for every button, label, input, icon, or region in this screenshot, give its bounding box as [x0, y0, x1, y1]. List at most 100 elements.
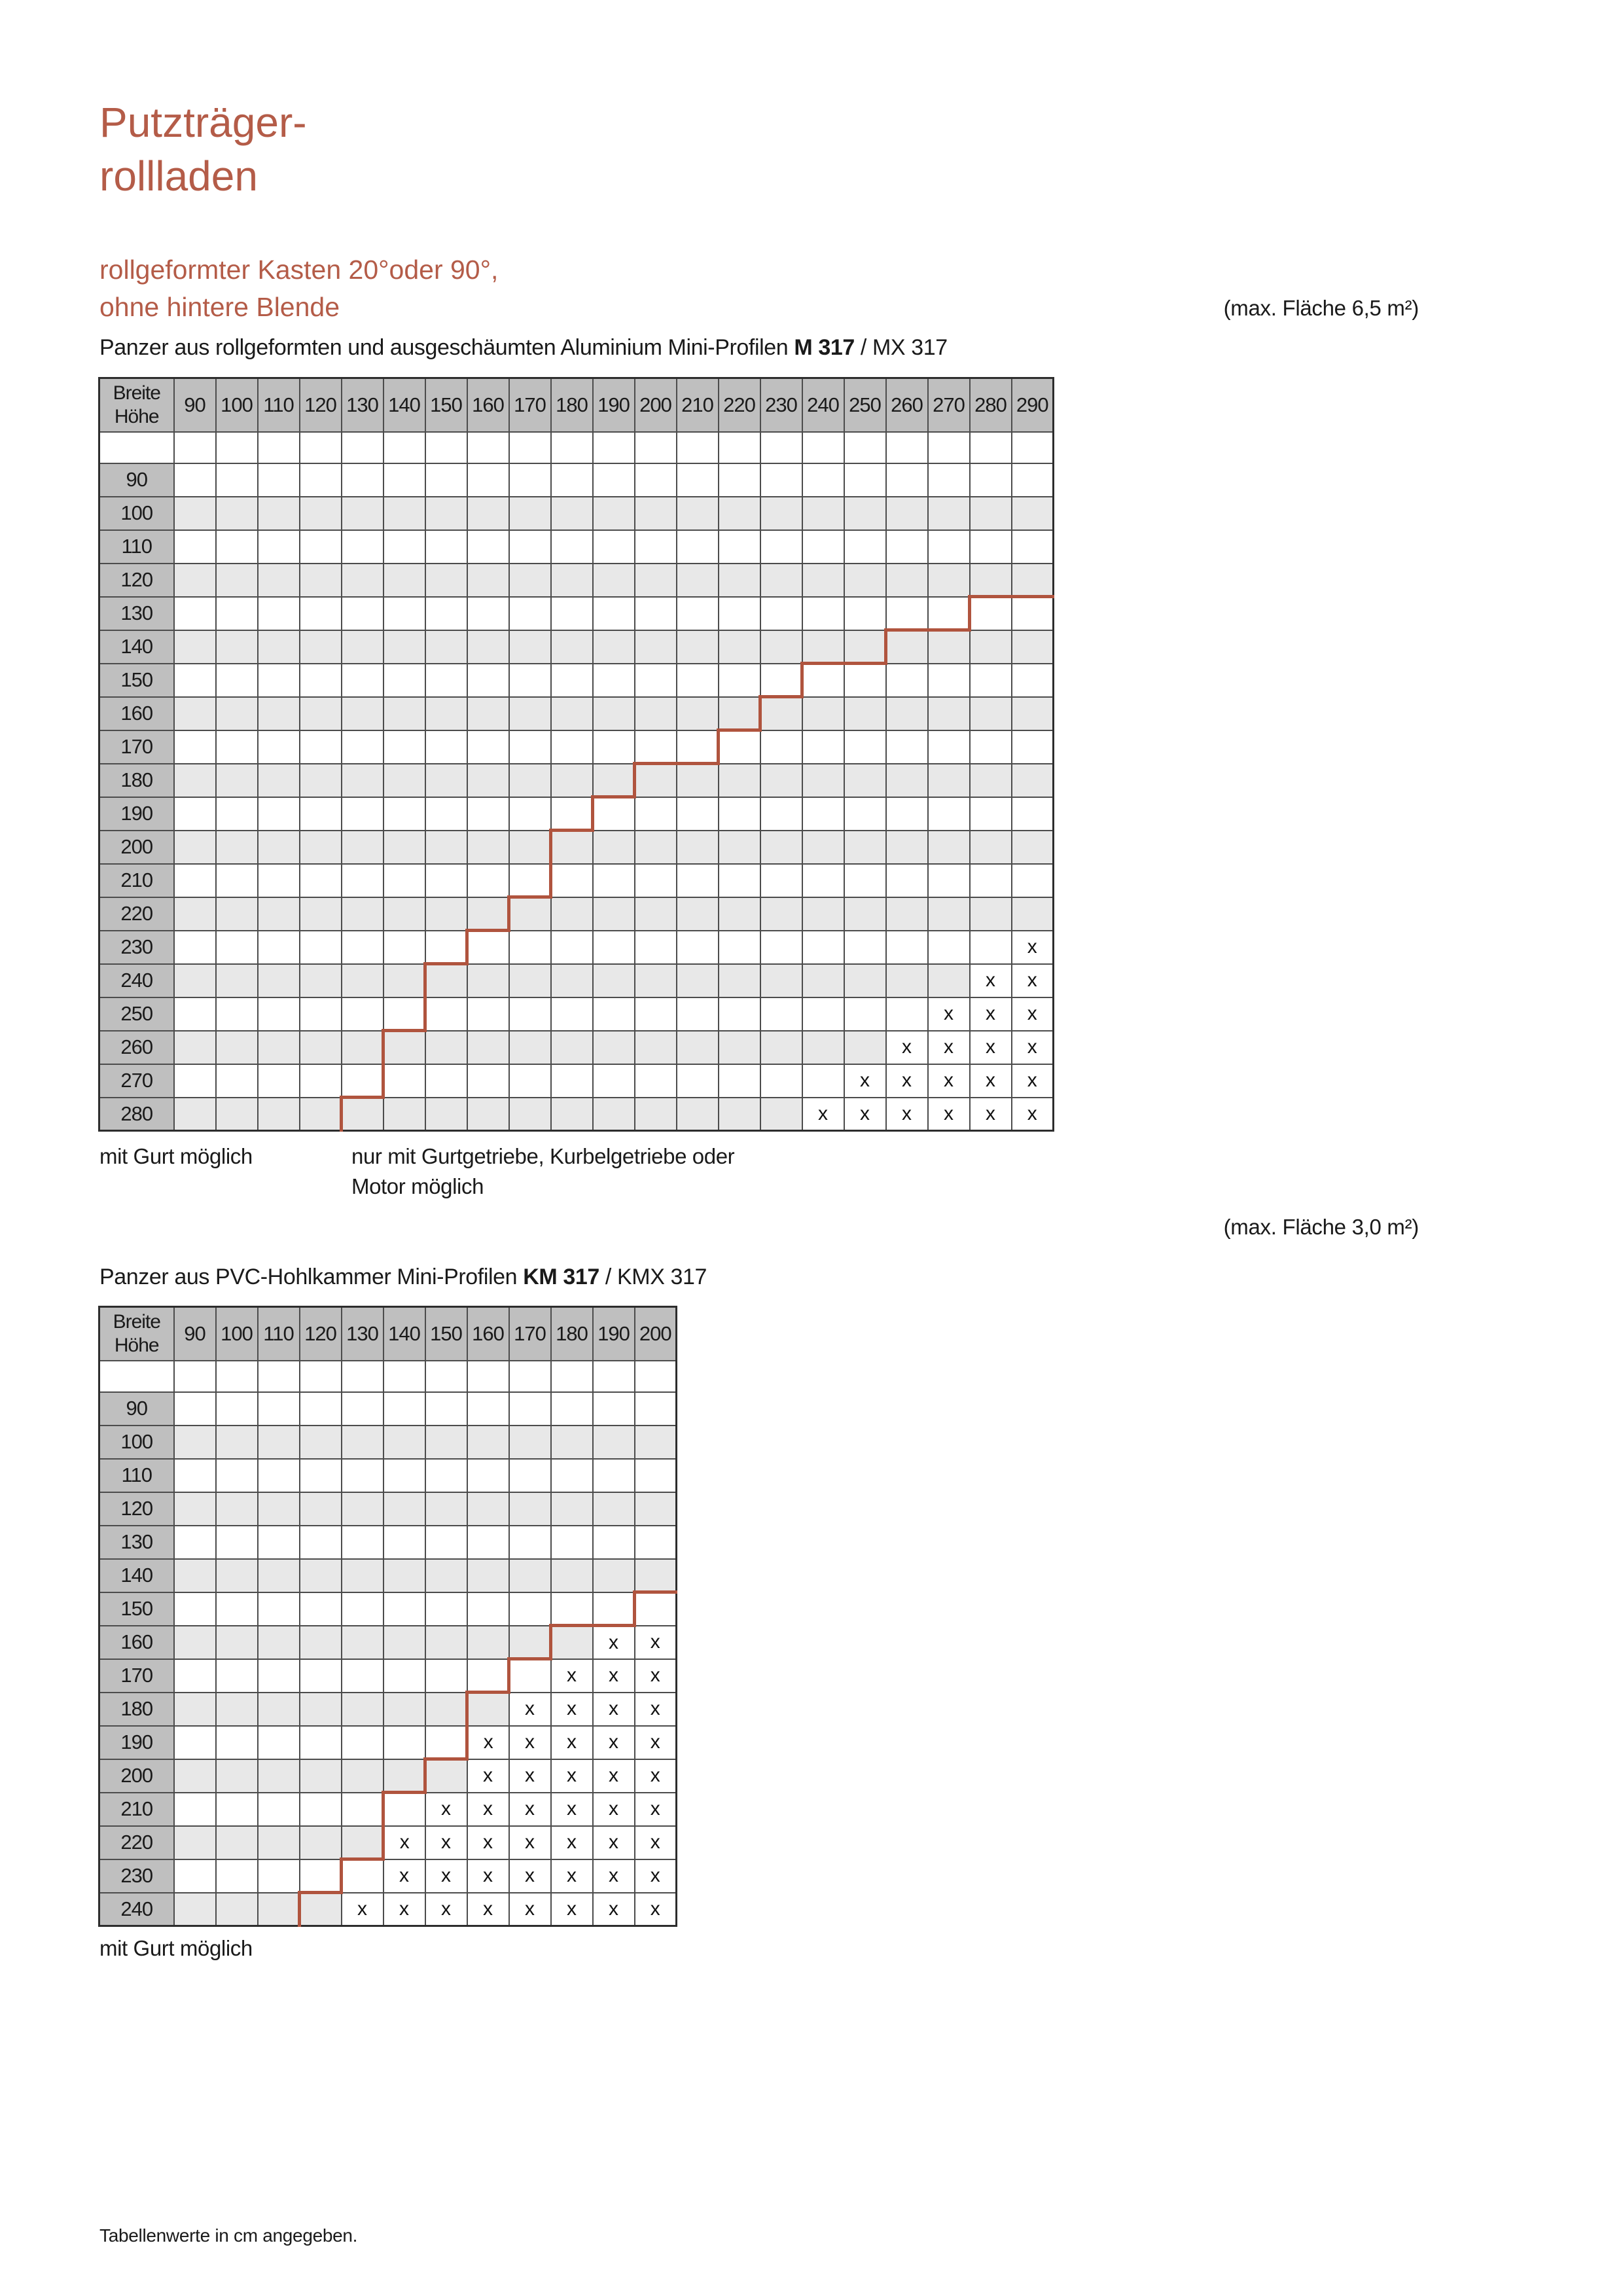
- col-header: 190: [592, 377, 635, 433]
- spacer-cell: [592, 431, 635, 464]
- size-cell: [592, 762, 635, 798]
- size-cell: [173, 729, 217, 764]
- row-header: 210: [98, 863, 175, 898]
- size-cell: [423, 962, 468, 998]
- size-cell: [592, 1424, 635, 1460]
- max-area-note-aluminium: (max. Fläche 6,5 m²): [1223, 296, 1419, 320]
- size-cell: [969, 562, 1012, 598]
- size-cell: [592, 1491, 635, 1526]
- size-cell: [340, 1063, 384, 1098]
- table-row: 140: [98, 628, 1054, 664]
- table-row: 180 x x x x: [98, 1691, 677, 1727]
- x-mark-cell: x: [1010, 1096, 1054, 1132]
- size-cell: [382, 562, 426, 598]
- size-cell: [717, 863, 761, 898]
- size-cell: [466, 1458, 510, 1493]
- x-mark-cell: x: [592, 1892, 635, 1927]
- size-cell: [466, 662, 510, 698]
- size-cell: [382, 1029, 426, 1065]
- size-cell: [466, 696, 510, 731]
- size-cell: [550, 1096, 594, 1132]
- size-cell: [340, 1758, 384, 1793]
- size-cell: [592, 1591, 635, 1626]
- col-header: 270: [927, 377, 971, 433]
- size-cell: [843, 762, 887, 798]
- size-cell: [549, 829, 594, 865]
- table-row: 230 x: [98, 929, 1054, 965]
- size-cell: [340, 696, 384, 731]
- size-cell: [257, 562, 300, 598]
- size-cell: [257, 1691, 300, 1727]
- size-cell: [885, 495, 929, 531]
- size-cell: [675, 1063, 719, 1098]
- col-header: 130: [340, 1306, 384, 1361]
- size-cell: [843, 729, 887, 764]
- spacer-cell: [382, 1359, 426, 1393]
- size-cell: [633, 1391, 677, 1426]
- row-header: 90: [98, 462, 175, 497]
- size-cell: [592, 1458, 635, 1493]
- size-cell: [382, 1491, 426, 1526]
- size-cell: [173, 1758, 217, 1793]
- size-cell: [173, 495, 217, 531]
- size-cell: [508, 596, 552, 631]
- table-row: 100: [98, 495, 1054, 531]
- size-cell: [759, 495, 803, 531]
- col-header: 220: [717, 377, 761, 433]
- max-area-note-pvc: (max. Fläche 3,0 m²): [1223, 1215, 1419, 1239]
- size-cell: [1010, 462, 1054, 497]
- size-cell: [843, 662, 887, 698]
- size-cell: [1010, 863, 1054, 898]
- size-cell: [800, 662, 845, 698]
- size-cell: [466, 1030, 510, 1065]
- size-cell: [340, 1857, 384, 1893]
- size-cell: [382, 963, 426, 998]
- size-cell: [759, 662, 803, 698]
- size-cell: [215, 1096, 259, 1132]
- x-mark-cell: x: [508, 1791, 552, 1827]
- size-cell: [466, 963, 510, 998]
- x-mark-cell: x: [1010, 996, 1054, 1031]
- spacer-cell: [215, 1359, 259, 1393]
- size-cell: [298, 1030, 342, 1065]
- size-cell: [215, 462, 259, 497]
- size-cell: [717, 562, 761, 598]
- size-cell: [382, 462, 426, 497]
- size-cell: [675, 829, 719, 865]
- col-header: 230: [759, 377, 803, 433]
- size-cell: [257, 896, 300, 931]
- size-cell: [382, 1624, 426, 1660]
- size-cell: [801, 562, 845, 598]
- size-cell: [508, 495, 552, 531]
- size-cell: [257, 629, 300, 664]
- size-cell: [173, 1825, 217, 1860]
- spacer-cell: [298, 431, 342, 464]
- size-cell: [1010, 729, 1054, 764]
- size-cell: [173, 762, 217, 798]
- size-cell: [298, 1858, 342, 1893]
- size-cell: [340, 596, 384, 631]
- size-cell: [969, 696, 1012, 731]
- table-row: 150: [98, 662, 1054, 698]
- size-cell: [424, 1524, 468, 1560]
- size-cell: [215, 829, 259, 865]
- x-mark-cell: x: [550, 1758, 594, 1793]
- size-cell: [424, 896, 468, 931]
- heading-aluminium-model-alt: MX 317: [872, 335, 948, 360]
- size-cell: [173, 1030, 217, 1065]
- col-header: 160: [466, 1306, 510, 1361]
- spacer-cell: [969, 431, 1012, 464]
- x-mark-cell: x: [424, 1791, 468, 1827]
- size-cell: [340, 1691, 384, 1727]
- size-cell: [969, 863, 1012, 898]
- size-cell: [717, 495, 761, 531]
- size-cell: [927, 762, 971, 798]
- size-cell: [424, 596, 468, 631]
- size-cell: [759, 829, 803, 865]
- x-mark-cell: x: [885, 1063, 929, 1098]
- row-header: 280: [98, 1096, 175, 1132]
- x-mark-cell: x: [927, 1096, 971, 1132]
- size-cell: [592, 1391, 635, 1426]
- size-cell: [215, 1858, 259, 1893]
- size-cell: [465, 1691, 510, 1727]
